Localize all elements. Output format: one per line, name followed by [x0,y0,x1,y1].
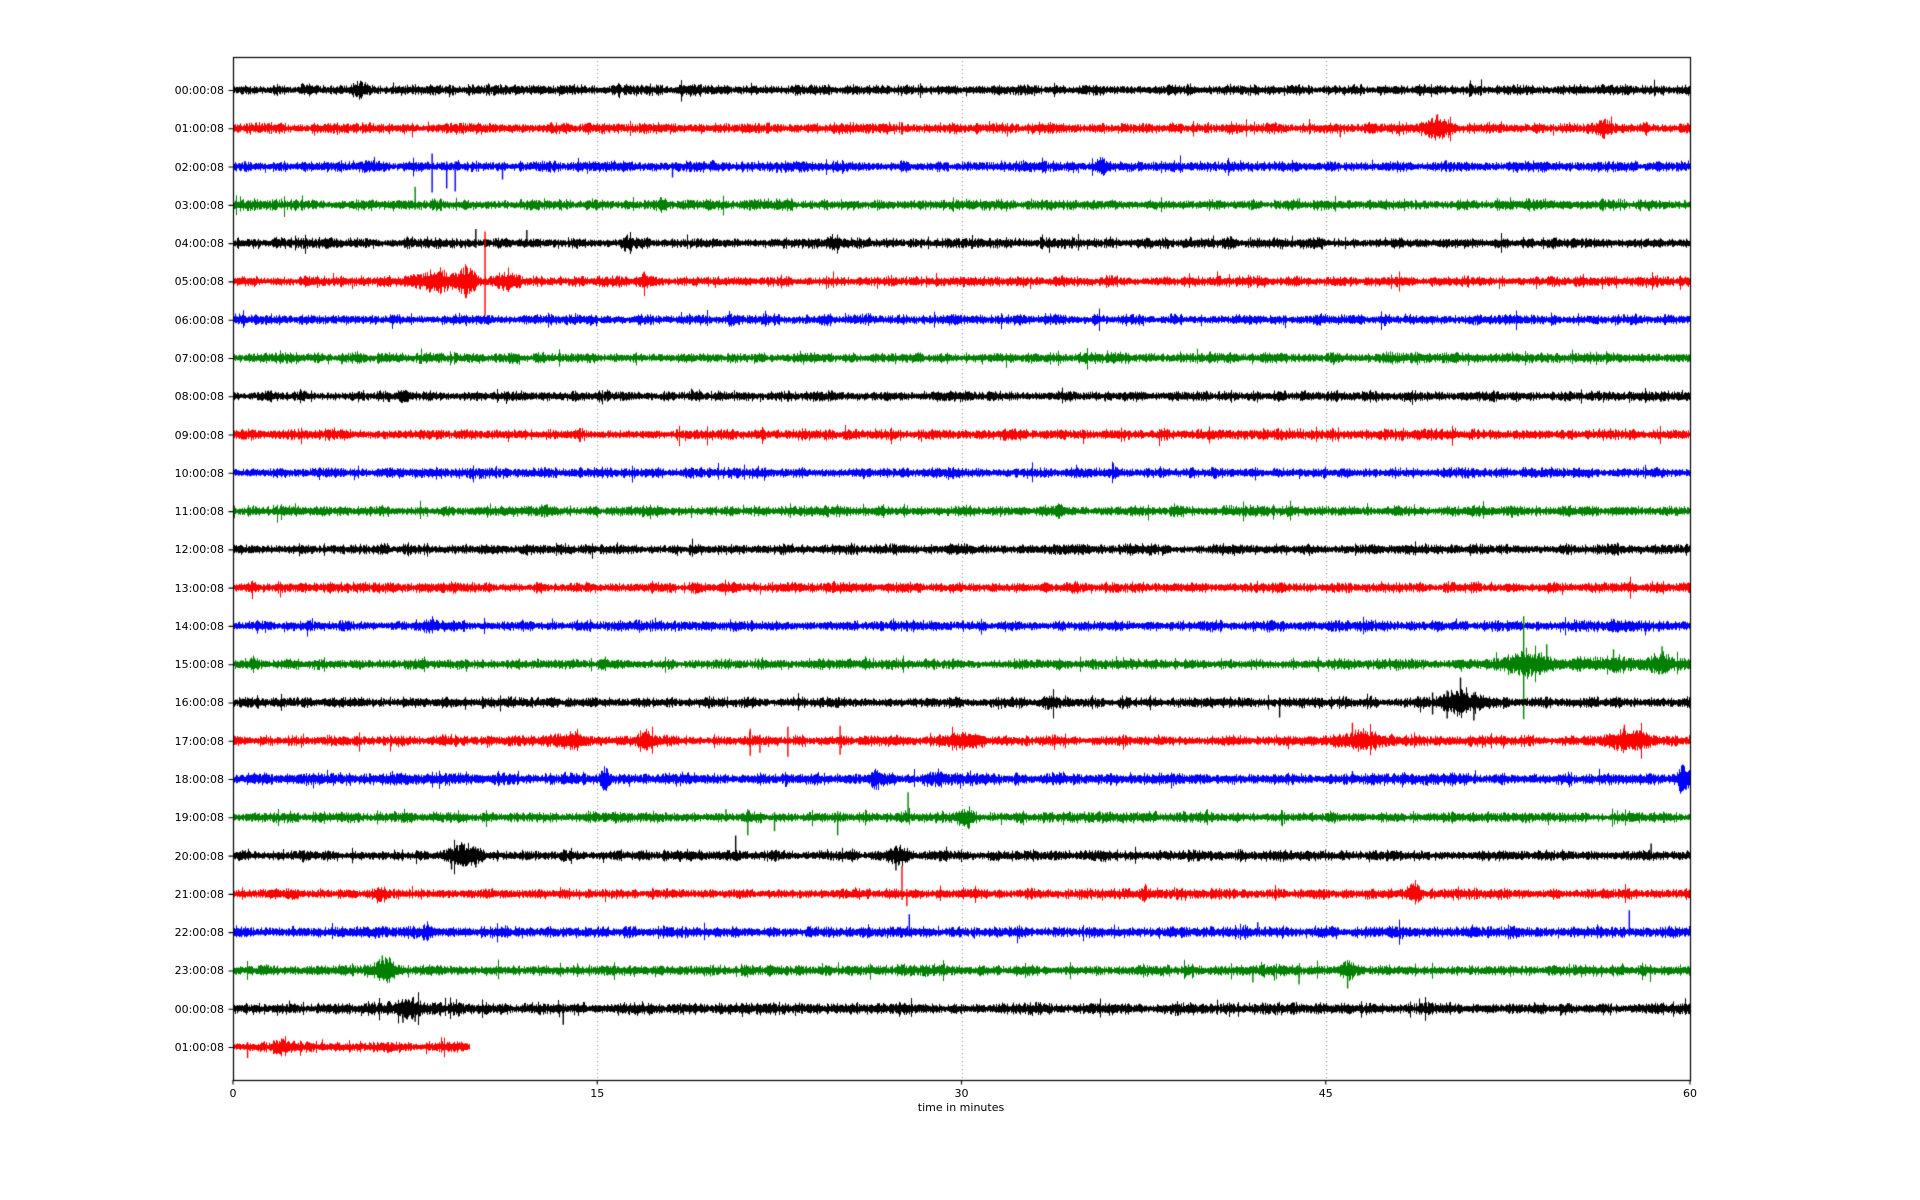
y-tick-label: 16:00:08 [174,696,224,710]
y-tick-label: 03:00:08 [174,198,224,212]
y-tick-label: 00:00:08 [174,84,224,97]
y-tick-label: 07:00:08 [174,351,224,365]
y-tick-label: 08:00:08 [174,390,224,404]
y-tick-label: 23:00:08 [174,964,224,978]
y-tick-label: 18:00:08 [174,773,224,787]
y-tick-label: 12:00:08 [174,543,224,557]
y-tick-label: 15:00:08 [174,658,224,672]
y-tick-label: 05:00:08 [174,275,224,289]
x-tick-label: 0 [229,1087,237,1100]
y-tick-label: 14:00:08 [174,619,224,633]
y-tick-label: 22:00:08 [174,926,224,940]
y-tick-label: 11:00:08 [174,505,224,519]
x-tick-label: 30 [954,1087,969,1100]
y-tick-label: 00:00:08 [174,1002,224,1016]
x-tick-label: 15 [590,1087,605,1100]
y-tick-label: 10:00:08 [174,466,224,480]
y-tick-label: 04:00:08 [174,237,224,251]
y-tick-label: 13:00:08 [174,581,224,595]
y-tick-label: 01:00:08 [174,122,224,136]
y-tick-label: 06:00:08 [174,313,224,327]
y-tick-label: 09:00:08 [174,428,224,442]
y-tick-label: 02:00:08 [174,160,224,174]
x-axis-label: time in minutes [917,1101,1005,1114]
y-tick-label: 19:00:08 [174,811,224,825]
y-tick-label: 21:00:08 [174,887,224,901]
y-tick-label: 20:00:08 [174,849,224,863]
y-tick-label: 01:00:08 [174,1041,224,1054]
x-tick-label: 45 [1318,1087,1333,1100]
y-tick-label: 17:00:08 [174,734,224,748]
x-tick-label: 60 [1683,1087,1697,1100]
